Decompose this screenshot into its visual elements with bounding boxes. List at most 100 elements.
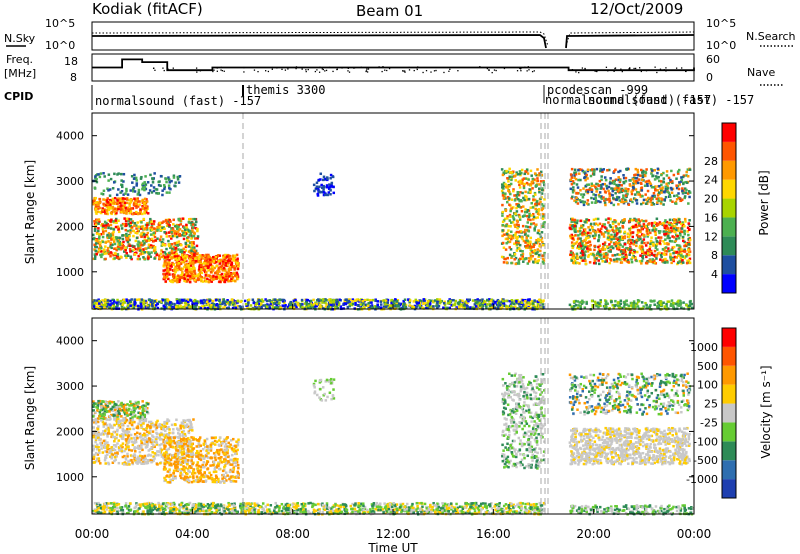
power-cell (101, 235, 105, 239)
power-cell (678, 260, 682, 263)
power-cell (222, 254, 225, 258)
power-cell (512, 216, 515, 220)
power-cell (114, 217, 118, 221)
power-cell (129, 229, 132, 232)
power-cell (104, 257, 107, 261)
power-cell (653, 221, 657, 224)
power-cell (501, 306, 504, 310)
power-cell (101, 240, 105, 244)
power-cell (636, 250, 639, 254)
power-cell (512, 206, 515, 209)
nave-point (253, 69, 256, 71)
nave-point (584, 68, 586, 70)
power-cell (422, 302, 425, 306)
power-cell (504, 183, 507, 186)
power-cell (576, 300, 580, 303)
power-cell (126, 193, 130, 196)
nave-point (281, 68, 283, 71)
power-cell (513, 199, 517, 202)
power-cell (521, 191, 524, 195)
power-cell (166, 255, 170, 259)
power-cell (623, 303, 626, 306)
power-cell (524, 241, 527, 244)
power-cell (657, 236, 660, 239)
power-cell (481, 299, 485, 303)
power-cell (191, 302, 194, 306)
power-cell (208, 279, 211, 282)
power-cell (505, 307, 509, 310)
nave-point (645, 70, 648, 72)
power-cell (589, 223, 593, 227)
power-cell (163, 185, 166, 189)
power-cell (324, 177, 327, 181)
power-cell (159, 184, 162, 187)
power-cell (187, 235, 190, 239)
power-cell (143, 242, 146, 245)
power-cell (94, 223, 98, 227)
power-cell (533, 299, 536, 302)
power-cell (135, 179, 138, 182)
power-cell (93, 229, 97, 232)
power-cell (347, 299, 350, 303)
power-cell (207, 262, 211, 265)
power-cell (630, 260, 634, 264)
power-cell (658, 304, 661, 307)
power-cell (621, 256, 624, 259)
power-cell (570, 233, 574, 237)
power-cell (132, 203, 136, 207)
power-cell (94, 175, 97, 178)
power-cell (132, 305, 136, 308)
power-cell (675, 250, 679, 254)
power-cell (133, 247, 137, 251)
power-cell (190, 240, 194, 244)
power-cell (690, 302, 693, 306)
power-cell (576, 186, 580, 189)
power-cell (620, 235, 623, 238)
power-cell (145, 239, 148, 243)
power-cell (188, 262, 192, 265)
power-cell (527, 178, 530, 181)
power-cell (634, 302, 638, 305)
power-cell (303, 302, 307, 305)
power-cell (654, 246, 658, 250)
power-cell (527, 215, 531, 219)
power-cell (521, 255, 524, 258)
power-cell (540, 192, 544, 195)
power-cell (142, 248, 145, 251)
power-cell (165, 247, 168, 251)
power-cell (94, 205, 98, 209)
power-cell (164, 300, 167, 304)
power-cell (190, 252, 194, 256)
power-cell (173, 255, 177, 258)
power-cell (92, 199, 95, 203)
power-cell (579, 232, 582, 236)
power-cell (127, 217, 130, 221)
power-cell (650, 224, 654, 227)
power-cell (104, 198, 107, 202)
power-cell (541, 207, 545, 210)
power-cell (164, 262, 167, 265)
power-cell (197, 273, 200, 276)
power-cell (533, 227, 536, 230)
power-cell (580, 249, 584, 253)
power-cell (519, 249, 522, 253)
power-cell (507, 197, 511, 200)
power-cell (321, 301, 324, 304)
power-cell (97, 173, 100, 176)
power-cell (167, 184, 171, 187)
power-cell (535, 184, 538, 187)
power-cell (95, 221, 98, 224)
power-cell (94, 242, 98, 245)
nave-point (607, 70, 609, 72)
power-cell (185, 262, 189, 266)
power-cell (596, 217, 600, 221)
power-cell (509, 299, 512, 303)
power-cell (127, 222, 131, 226)
power-cell (105, 222, 108, 225)
power-cell (339, 305, 343, 308)
power-cell (174, 247, 177, 250)
power-cell (247, 298, 251, 302)
power-cell (141, 212, 144, 216)
power-cell (177, 274, 180, 277)
power-cell (145, 226, 149, 229)
